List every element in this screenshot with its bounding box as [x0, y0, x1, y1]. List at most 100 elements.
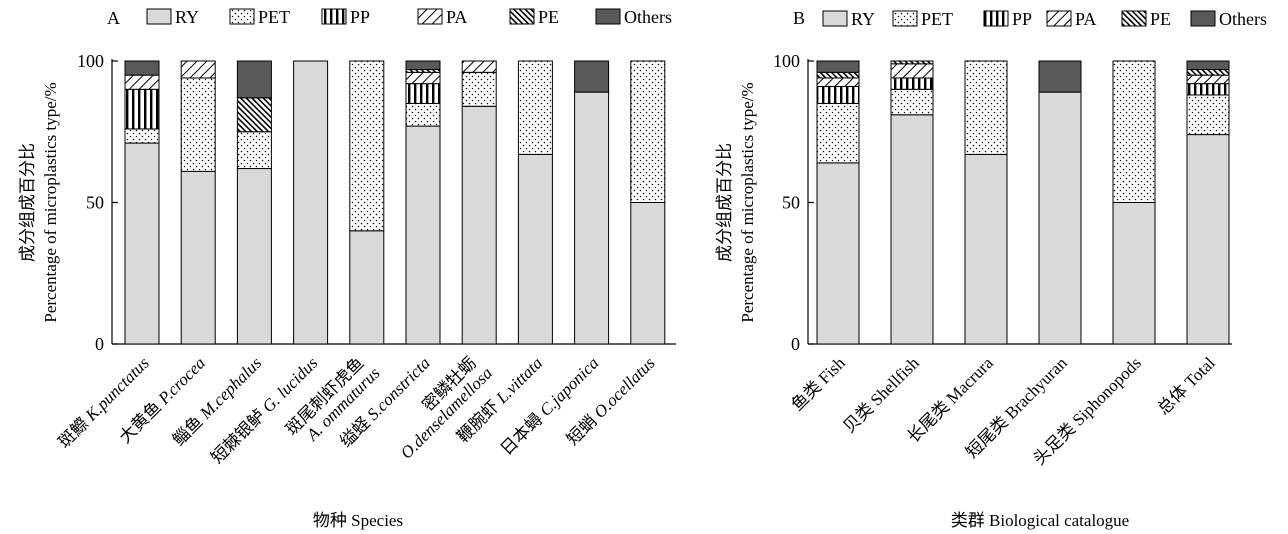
panel-a-bar-segment-ry — [293, 60, 329, 345]
panel-b-chart: B RY PET PP PA PE Others 0 50 100 成分组成百分比 Percentag… — [715, 8, 1267, 530]
panel-b-bar-segment-ry — [964, 153, 1008, 345]
panel-b-legend-swatch-ry — [822, 10, 848, 27]
panel-b-bar-segment-pa — [890, 63, 934, 79]
panel-b-bar-segment-ry — [1112, 202, 1156, 345]
panel-b-x-tick-label: 总体 Total — [1154, 353, 1219, 418]
panel-b-y-tick-label: 100 — [773, 51, 800, 71]
panel-b-label: B — [793, 8, 805, 28]
panel-a-bar-segment-ry — [124, 142, 160, 345]
panel-b-bar-segment-pa — [816, 77, 860, 87]
panel-b-bar-segment-ry — [1186, 134, 1230, 345]
panel-a-bar-segment-ry — [405, 125, 441, 345]
panel-b-bar-segment-pp — [1186, 83, 1230, 96]
panel-a-bar-segment-ry — [349, 230, 385, 345]
panel-a-bar-segment-pet — [461, 71, 497, 107]
panel-a-bar-segment-others — [236, 60, 272, 99]
panel-b-bar-segment-ry — [816, 162, 860, 345]
panel-a-bar-segment-pet — [180, 77, 216, 172]
panel-b-legend-label-ry: RY — [851, 9, 875, 29]
panel-b-bar-segment-others — [1038, 60, 1082, 93]
panel-a-bar-segment-others — [574, 60, 610, 93]
panel-b-bar-segment-others — [1186, 60, 1230, 70]
panel-b-legend-swatch-others — [1190, 10, 1216, 27]
panel-a-bar-segment-ry — [180, 170, 216, 345]
panel-b-bar-segment-pe — [890, 60, 934, 65]
panel-a-bar-segment-ry — [630, 202, 666, 345]
panel-a-y-label-zh: 成分组成百分比 — [18, 143, 37, 262]
panel-b-bar-segment-pet — [1186, 94, 1230, 136]
panel-a-label: A — [107, 8, 120, 28]
panel-a-bar-segment-ry — [236, 168, 272, 345]
panel-b-legend-label-pa: PA — [1075, 9, 1096, 29]
panel-a-bar-segment-ry — [574, 91, 610, 345]
panel-b-bar-segment-pet — [890, 88, 934, 116]
panel-a-y-tick-label: 100 — [77, 51, 104, 71]
panel-b-bar-segment-pa — [1186, 74, 1230, 85]
panel-b-legend-label-pp: PP — [1012, 9, 1032, 29]
panel-a-bar-segment-pet — [630, 60, 666, 203]
panel-a-bar-segment-pet — [517, 60, 553, 155]
panel-b-y-tick-label: 50 — [782, 193, 800, 213]
panel-b-y-tick-label: 0 — [791, 334, 800, 354]
panel-b-legend-label-pet: PET — [921, 9, 953, 29]
panel-a-y-label-en: Percentage of microplastics type/% — [41, 82, 60, 322]
panel-a-bar-segment-pet — [349, 60, 385, 232]
panel-a-legend-swatch-pe — [509, 8, 535, 25]
panel-b-bar-segment-pe — [1186, 68, 1230, 76]
panel-b-legend-swatch-pp — [983, 10, 1009, 27]
panel-a-chart: A RY PET PP PA PE Others 0 50 100 成分组成百分比 Percentag… — [18, 7, 676, 530]
panel-a-x-tick-label: 日本蟳 C.japonica — [497, 353, 603, 459]
panel-a-bar-segment-pet — [236, 131, 272, 170]
panel-b-bar-0: 鱼类 Fish — [788, 60, 860, 415]
panel-b-y-label-en: Percentage of microplastics type/% — [738, 82, 757, 322]
panel-a-bar-segment-pe — [236, 97, 272, 133]
panel-a-legend-swatch-pet — [229, 8, 255, 25]
panel-a-legend-swatch-pa — [417, 8, 443, 25]
panel-a-bar-segment-ry — [461, 105, 497, 345]
panel-b-legend-swatch-pe — [1121, 10, 1147, 27]
panel-a-legend-swatch-ry — [146, 8, 172, 25]
panel-a-y-tick-label: 0 — [95, 334, 104, 354]
panel-a-bar-segment-pa — [124, 74, 160, 90]
panel-a-bar-segment-pa — [461, 60, 497, 73]
panel-b-bar-segment-others — [816, 60, 860, 73]
panel-a-legend-label-others: Others — [624, 7, 672, 27]
panel-b-bar-segment-pet — [1112, 60, 1156, 203]
panel-b-bar-segment-pp — [890, 77, 934, 90]
panel-b-bar-segment-pp — [816, 85, 860, 104]
panel-a-y-tick-label: 50 — [86, 193, 104, 213]
panel-a-legend-swatch-pp — [321, 8, 347, 25]
panel-a-bar-segment-ry — [517, 153, 553, 345]
panel-b-legend-swatch-pet — [892, 10, 918, 27]
panel-b-bar-segment-pet — [816, 102, 860, 164]
panel-b-legend-label-others: Others — [1219, 9, 1267, 29]
panel-a-bar-segment-others — [124, 60, 160, 76]
panel-a-bar-segment-pa — [180, 60, 216, 79]
panel-a-bar-segment-pa — [405, 71, 441, 85]
panel-a-x-label: 物种 Species — [313, 511, 403, 530]
panel-b-x-label: 类群 Biological catalogue — [951, 511, 1129, 530]
panel-a-bar-segment-pp — [124, 88, 160, 130]
panel-b-bar-segment-pe — [816, 71, 860, 79]
panel-a-bar-segment-pet — [405, 102, 441, 127]
panel-a-bar-segment-pp — [405, 83, 441, 104]
panel-a-bar-segment-others — [405, 60, 441, 70]
panel-a-legend-swatch-others — [595, 8, 621, 25]
panel-a-legend-label-pet: PET — [258, 7, 290, 27]
panel-b-bar-segment-ry — [1038, 91, 1082, 345]
panel-a-bar-segment-pet — [124, 128, 160, 144]
panel-a-legend-label-ry: RY — [175, 7, 199, 27]
panel-b-bar-5: 总体 Total — [1154, 60, 1230, 418]
panel-b-x-tick-label: 鱼类 Fish — [788, 353, 850, 415]
panel-a-bar-0: 斑鰶 K.punctatus — [55, 60, 160, 452]
panel-b-x-tick-label: 贝类 Shellfish — [840, 353, 924, 437]
panel-b-legend-swatch-pa — [1046, 10, 1072, 27]
panel-b-bar-segment-ry — [890, 114, 934, 345]
panel-b-legend-label-pe: PE — [1150, 9, 1171, 29]
panel-a-legend-label-pa: PA — [446, 7, 467, 27]
panel-a-legend-label-pe: PE — [538, 7, 559, 27]
panel-b-bar-segment-pet — [964, 60, 1008, 155]
panel-b-y-label-zh: 成分组成百分比 — [715, 143, 734, 262]
panel-a-legend-label-pp: PP — [350, 7, 370, 27]
